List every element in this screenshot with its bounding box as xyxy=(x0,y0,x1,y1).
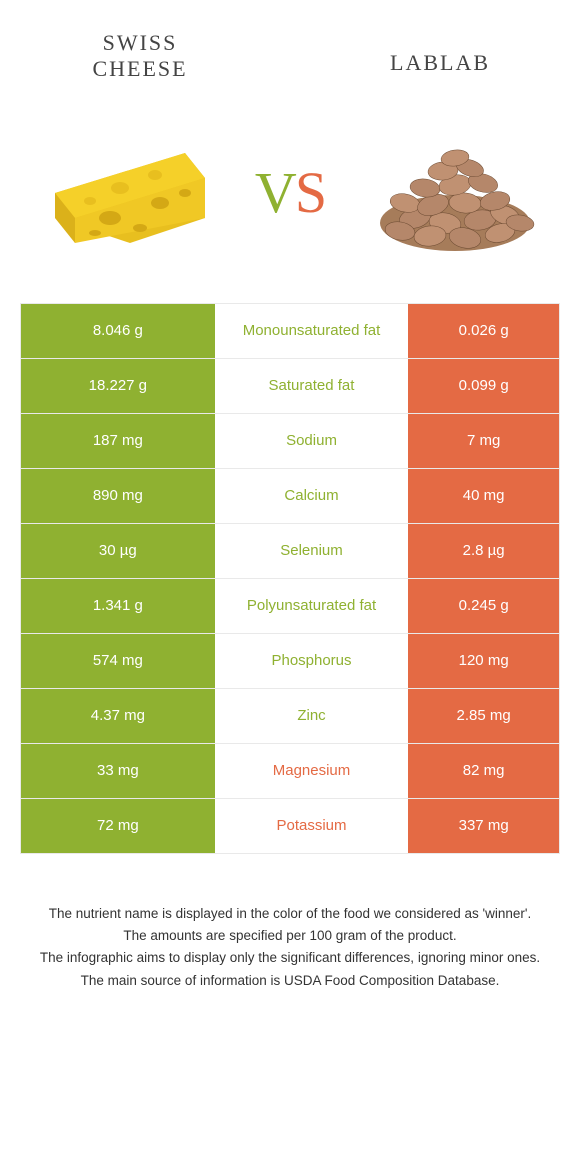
left-food-title: Swiss cheese xyxy=(60,30,220,83)
left-value: 574 mg xyxy=(21,634,215,688)
footer-notes: The nutrient name is displayed in the co… xyxy=(30,904,550,991)
cheese-icon xyxy=(35,123,215,263)
right-value: 0.099 g xyxy=(408,359,559,413)
left-value: 30 µg xyxy=(21,524,215,578)
left-value: 1.341 g xyxy=(21,579,215,633)
table-row: 72 mgPotassium337 mg xyxy=(21,798,559,853)
table-row: 18.227 gSaturated fat0.099 g xyxy=(21,358,559,413)
table-row: 4.37 mgZinc2.85 mg xyxy=(21,688,559,743)
nutrient-name: Monounsaturated fat xyxy=(215,304,409,358)
left-food-image xyxy=(30,108,220,278)
footer-line-1: The nutrient name is displayed in the co… xyxy=(30,904,550,924)
left-value: 890 mg xyxy=(21,469,215,523)
nutrient-name: Potassium xyxy=(215,799,409,853)
nutrient-name: Saturated fat xyxy=(215,359,409,413)
table-row: 187 mgSodium7 mg xyxy=(21,413,559,468)
nutrient-name: Magnesium xyxy=(215,744,409,798)
comparison-table: 8.046 gMonounsaturated fat0.026 g18.227 … xyxy=(20,303,560,854)
footer-line-2: The amounts are specified per 100 gram o… xyxy=(30,926,550,946)
table-row: 8.046 gMonounsaturated fat0.026 g xyxy=(21,303,559,358)
right-value: 0.026 g xyxy=(408,304,559,358)
left-value: 33 mg xyxy=(21,744,215,798)
vs-v: V xyxy=(255,160,295,225)
table-row: 890 mgCalcium40 mg xyxy=(21,468,559,523)
table-row: 30 µgSelenium2.8 µg xyxy=(21,523,559,578)
table-row: 33 mgMagnesium82 mg xyxy=(21,743,559,798)
vs-label: VS xyxy=(255,159,325,226)
footer-line-4: The main source of information is USDA F… xyxy=(30,971,550,991)
right-value: 2.85 mg xyxy=(408,689,559,743)
nutrient-name: Zinc xyxy=(215,689,409,743)
left-value: 8.046 g xyxy=(21,304,215,358)
table-row: 1.341 gPolyunsaturated fat0.245 g xyxy=(21,578,559,633)
right-value: 7 mg xyxy=(408,414,559,468)
nutrient-name: Calcium xyxy=(215,469,409,523)
right-value: 40 mg xyxy=(408,469,559,523)
nutrient-name: Phosphorus xyxy=(215,634,409,688)
right-value: 337 mg xyxy=(408,799,559,853)
left-value: 18.227 g xyxy=(21,359,215,413)
nutrient-name: Selenium xyxy=(215,524,409,578)
vs-s: S xyxy=(295,160,325,225)
nutrient-name: Polyunsaturated fat xyxy=(215,579,409,633)
right-value: 2.8 µg xyxy=(408,524,559,578)
right-value: 0.245 g xyxy=(408,579,559,633)
right-food-title: Lablab xyxy=(360,50,520,76)
beans-icon xyxy=(365,123,545,263)
left-value: 4.37 mg xyxy=(21,689,215,743)
table-row: 574 mgPhosphorus120 mg xyxy=(21,633,559,688)
right-food-image xyxy=(360,108,550,278)
nutrient-name: Sodium xyxy=(215,414,409,468)
left-value: 72 mg xyxy=(21,799,215,853)
header: Swiss cheese Lablab xyxy=(0,0,580,83)
right-value: 82 mg xyxy=(408,744,559,798)
left-value: 187 mg xyxy=(21,414,215,468)
footer-line-3: The infographic aims to display only the… xyxy=(30,948,550,968)
images-row: VS xyxy=(0,83,580,303)
right-value: 120 mg xyxy=(408,634,559,688)
